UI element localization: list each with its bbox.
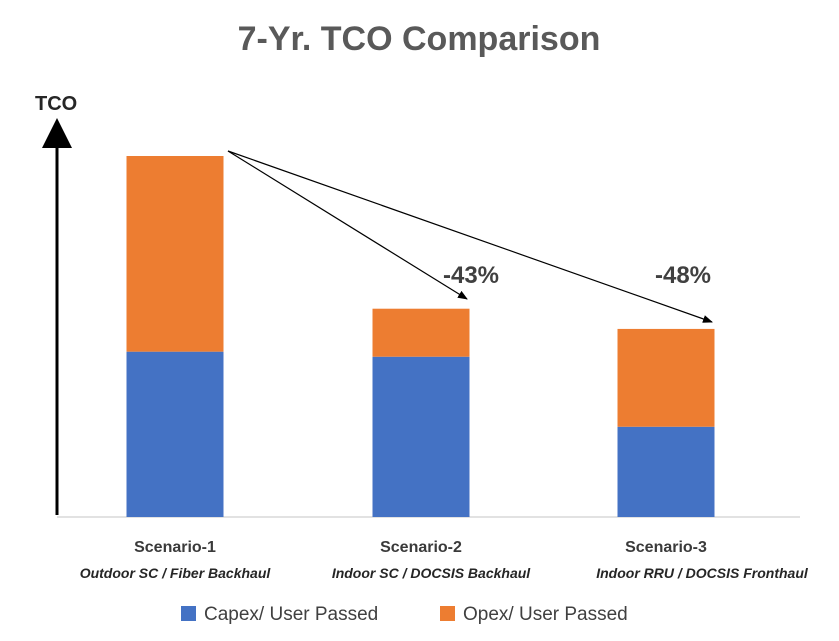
category-label-2: Scenario-2 <box>380 539 462 556</box>
category-sublabel-2: Indoor SC / DOCSIS Backhaul <box>332 565 531 581</box>
bar-opex-3 <box>617 328 715 427</box>
reduction-label-2: -48% <box>655 262 711 289</box>
category-label-1: Scenario-1 <box>134 539 216 556</box>
bar-capex-2 <box>372 356 470 517</box>
y-axis-label: TCO <box>35 93 77 115</box>
legend: Capex/ User Passed Opex/ User Passed <box>181 604 628 625</box>
category-label-3: Scenario-3 <box>625 539 707 556</box>
chart-title: 7-Yr. TCO Comparison <box>238 20 601 58</box>
category-labels-group: Scenario-1 Outdoor SC / Fiber Backhaul Sce… <box>80 539 809 581</box>
legend-swatch-opex <box>440 606 455 621</box>
category-sublabel-3: Indoor RRU / DOCSIS Fronthaul <box>596 565 809 581</box>
bar-capex-1 <box>126 351 224 517</box>
legend-swatch-capex <box>181 606 196 621</box>
bar-opex-1 <box>126 156 224 352</box>
arrows-group: -43% -48% <box>227 150 713 323</box>
bar-opex-2 <box>372 308 470 357</box>
reduction-label-1: -43% <box>443 262 499 289</box>
legend-label-capex: Capex/ User Passed <box>204 604 378 625</box>
comparison-arrow-1 <box>227 150 468 300</box>
category-sublabel-1: Outdoor SC / Fiber Backhaul <box>80 565 272 581</box>
bars-group <box>126 156 715 517</box>
comparison-arrow-2 <box>227 150 713 323</box>
legend-label-opex: Opex/ User Passed <box>463 604 628 625</box>
bar-capex-3 <box>617 426 715 517</box>
